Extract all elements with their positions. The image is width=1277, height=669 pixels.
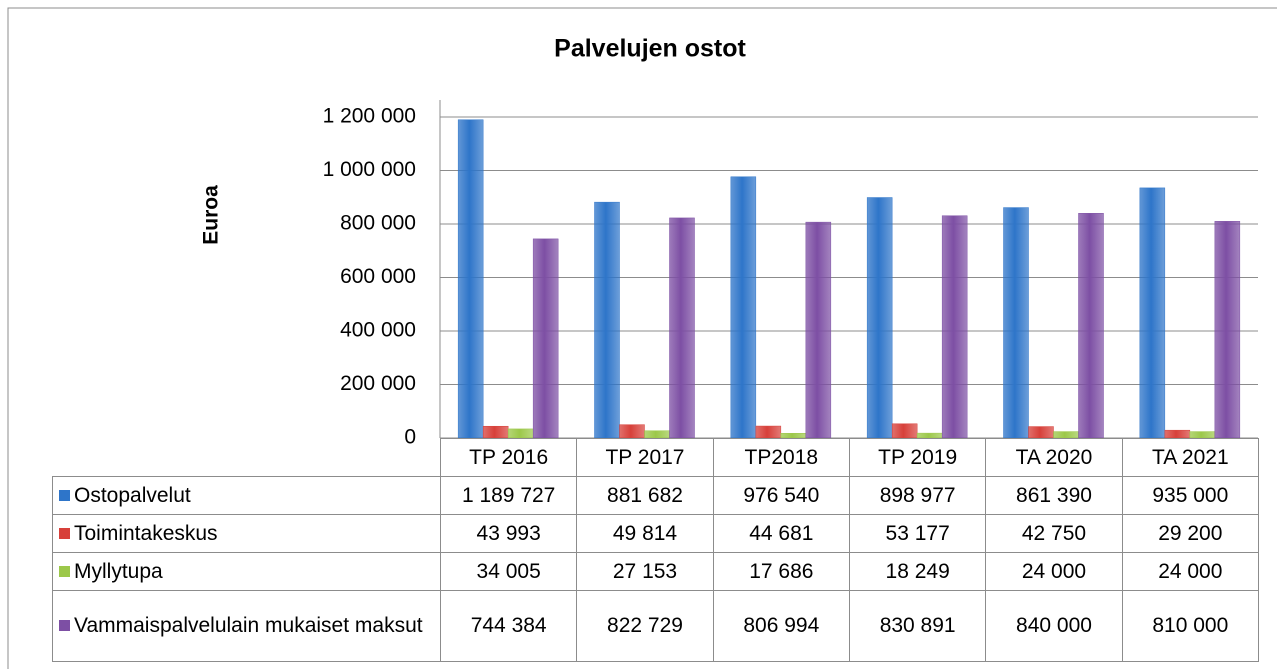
table-row: Toimintakeskus 43 993 49 814 44 681 53 177 42…	[52, 514, 1259, 553]
bar	[866, 197, 893, 439]
bar	[644, 430, 670, 439]
legend-swatch	[59, 527, 70, 539]
legend-swatch	[59, 489, 70, 501]
legend-label: Myllytupa	[74, 559, 163, 583]
bar	[619, 424, 645, 439]
y-tick-label: 200 000	[340, 372, 416, 395]
bar	[594, 201, 620, 439]
category-label: TP 2019	[848, 438, 987, 477]
table-value: 1 189 727	[439, 476, 578, 515]
table-value: 810 000	[1121, 590, 1259, 662]
bar	[1164, 429, 1191, 439]
legend-entry: Myllytupa	[52, 552, 441, 591]
table-value: 822 729	[576, 590, 714, 662]
table-value: 830 891	[848, 590, 987, 662]
table-value: 17 686	[712, 552, 850, 591]
legend-label: Ostopalvelut	[74, 483, 191, 507]
category-label: TP 2017	[576, 438, 714, 477]
frame	[7, 7, 1277, 669]
table-value: 53 177	[848, 514, 987, 553]
legend-entry: Vammaispalvelulain mukaiset maksut	[52, 590, 441, 662]
table-value: 27 153	[576, 552, 714, 591]
table-value: 42 750	[985, 514, 1123, 553]
bar	[805, 221, 832, 439]
table-value: 29 200	[1121, 514, 1259, 553]
table-value: 840 000	[985, 590, 1123, 662]
legend-label: Vammaispalvelulain mukaiset maksut	[74, 614, 423, 637]
legend-label: Toimintakeskus	[74, 521, 218, 545]
category-label: TP2018	[712, 438, 850, 477]
bar	[507, 428, 534, 439]
chart-title: Palvelujen ostot	[554, 35, 746, 63]
table-corner	[53, 439, 441, 477]
bar	[1003, 207, 1029, 439]
bar	[669, 217, 695, 439]
bar	[1078, 213, 1104, 439]
table-value: 806 994	[712, 590, 850, 662]
bar	[891, 423, 918, 439]
bar	[532, 238, 559, 439]
table-value: 861 390	[985, 476, 1123, 515]
table-value: 24 000	[985, 552, 1123, 591]
table-row: Vammaispalvelulain mukaiset maksut 744 38…	[52, 590, 1259, 662]
y-tick-label: 400 000	[340, 319, 416, 342]
table-value: 935 000	[1121, 476, 1259, 515]
bar	[457, 119, 484, 439]
y-tick-label: 600 000	[340, 265, 416, 288]
table-row: Myllytupa 34 005 27 153 17 686 18 249 24 000 2…	[52, 552, 1259, 591]
category-label: TA 2021	[1121, 438, 1259, 477]
table-value: 18 249	[848, 552, 987, 591]
table-row: Ostopalvelut 1 189 727 881 682 976 540 898 9…	[52, 476, 1259, 515]
table-value: 744 384	[439, 590, 578, 662]
bar	[482, 425, 509, 439]
y-tick-label: 1 200 000	[323, 105, 416, 128]
bar	[1214, 221, 1241, 439]
bar	[755, 425, 782, 439]
table-value: 44 681	[712, 514, 850, 553]
legend-swatch	[59, 620, 70, 631]
category-label: TP 2016	[439, 438, 578, 477]
table-value: 976 540	[712, 476, 850, 515]
bar	[1028, 426, 1054, 439]
bar	[941, 215, 968, 439]
table-value: 898 977	[848, 476, 987, 515]
category-label: TA 2020	[985, 438, 1123, 477]
legend-swatch	[59, 565, 70, 577]
table-value: 43 993	[439, 514, 578, 553]
legend-entry: Ostopalvelut	[52, 476, 441, 515]
table-header-row: TP 2016 TP 2017 TP2018 TP 2019 TA 2020 TA 202…	[53, 438, 1259, 477]
y-tick-label: 800 000	[340, 212, 416, 235]
table-value: 881 682	[576, 476, 714, 515]
y-tick-label: 1 000 000	[323, 158, 416, 181]
y-tick-label: 0	[404, 426, 416, 449]
y-axis-title: Euroa	[200, 185, 223, 245]
table-value: 24 000	[1121, 552, 1259, 591]
table-value: 34 005	[439, 552, 578, 591]
legend-entry: Toimintakeskus	[52, 514, 441, 553]
bar	[1139, 187, 1166, 439]
bar	[730, 176, 757, 439]
table-value: 49 814	[576, 514, 714, 553]
data-table: TP 2016 TP 2017 TP2018 TP 2019 TA 2020 TA 202…	[52, 438, 1259, 662]
